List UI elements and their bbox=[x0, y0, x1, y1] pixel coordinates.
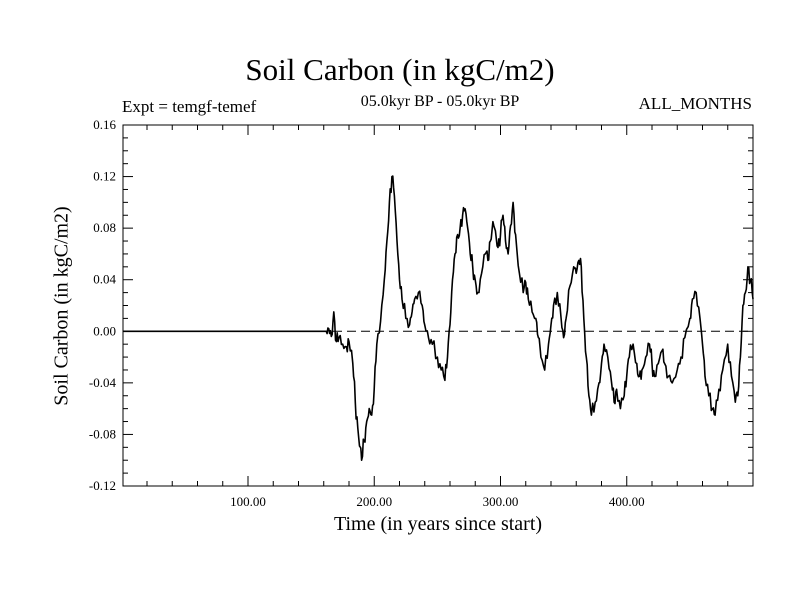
plot-frame bbox=[122, 124, 754, 487]
chart-title: Soil Carbon (in kgC/m2) bbox=[245, 52, 555, 87]
x-tick-label: 300.00 bbox=[483, 494, 519, 509]
y-tick-labels: -0.12 -0.08 -0.04 0.00 0.04 0.08 0.12 0.16 bbox=[89, 117, 117, 493]
y-tick-label: -0.08 bbox=[89, 426, 116, 441]
y-tick-label: 0.08 bbox=[93, 220, 116, 235]
x-tick-label: 100.00 bbox=[230, 494, 266, 509]
axis-ticks bbox=[123, 124, 753, 487]
soil-carbon-series-line bbox=[123, 175, 754, 461]
y-tick-label: 0.12 bbox=[93, 169, 116, 184]
x-tick-labels: 100.00 200.00 300.00 400.00 bbox=[230, 494, 645, 509]
months-label: ALL_MONTHS bbox=[638, 94, 752, 113]
y-tick-label: 0.00 bbox=[93, 323, 116, 338]
y-tick-label: -0.12 bbox=[89, 478, 116, 493]
x-tick-label: 200.00 bbox=[356, 494, 392, 509]
experiment-label: Expt = temgf-temef bbox=[122, 97, 257, 116]
y-tick-label: 0.04 bbox=[93, 272, 116, 287]
y-tick-label: 0.16 bbox=[93, 117, 116, 132]
x-axis-label: Time (in years since start) bbox=[333, 513, 543, 535]
x-tick-label: 400.00 bbox=[609, 494, 645, 509]
period-label: 05.0kyr BP - 05.0kyr BP bbox=[360, 93, 520, 110]
y-tick-label: -0.04 bbox=[89, 375, 117, 390]
